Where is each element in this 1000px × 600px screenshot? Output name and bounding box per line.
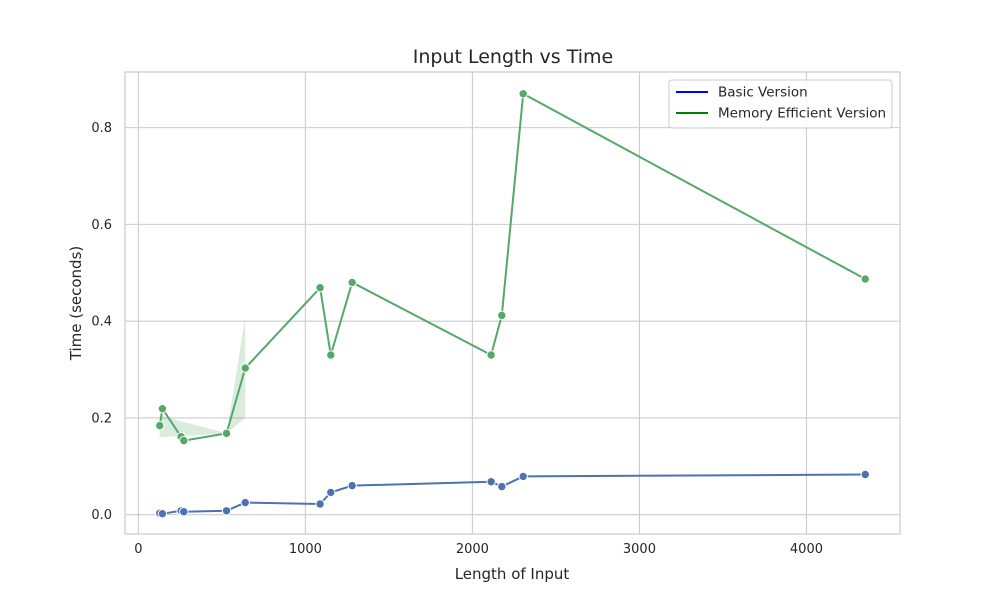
data-point <box>157 404 168 414</box>
data-point <box>860 469 870 480</box>
x-axis-label: Length of Input <box>455 565 570 583</box>
data-point <box>860 274 870 284</box>
data-point <box>240 363 250 373</box>
data-point <box>486 477 496 487</box>
data-point <box>347 277 357 288</box>
data-point <box>157 508 168 519</box>
data-point <box>518 89 528 99</box>
chart-title: Input Length vs Time <box>413 46 614 68</box>
x-tick-label: 3000 <box>623 542 656 557</box>
x-tick-labels: 0 1000 2000 3000 4000 <box>134 542 823 557</box>
y-axis-label: Time (seconds) <box>67 246 85 362</box>
data-point <box>179 435 189 446</box>
series-basic-version <box>155 469 870 519</box>
data-point <box>179 507 189 517</box>
data-point <box>347 480 357 491</box>
legend-label-basic-version: Basic Version <box>718 85 808 101</box>
data-point <box>240 497 250 508</box>
x-tick-label: 0 <box>134 542 142 557</box>
legend-label-memory-efficient-version: Memory Efficient Version <box>718 106 886 122</box>
data-point <box>315 283 325 293</box>
data-point <box>155 420 165 431</box>
y-tick-label: 0.0 <box>91 508 112 523</box>
plot-area <box>125 72 900 534</box>
y-tick-label: 0.4 <box>91 315 112 330</box>
data-point <box>221 428 232 439</box>
y-tick-label: 0.6 <box>91 218 112 233</box>
series-layer <box>155 89 870 519</box>
data-point <box>221 506 232 516</box>
data-point <box>518 471 528 482</box>
y-tick-labels: 0.0 0.2 0.4 0.6 0.8 <box>91 121 112 523</box>
data-point <box>497 310 507 321</box>
plot-border <box>124 71 901 535</box>
x-tick-label: 2000 <box>456 542 489 557</box>
data-point <box>326 350 336 360</box>
x-tick-label: 1000 <box>289 542 322 557</box>
x-tick-label: 4000 <box>790 542 823 557</box>
data-point <box>315 499 325 509</box>
data-point <box>326 487 336 498</box>
legend: Basic Version Memory Efficient Version <box>668 79 893 129</box>
confidence-band-layer <box>159 317 246 438</box>
series-memory-efficient-version <box>155 89 870 446</box>
legend-box <box>668 79 893 129</box>
data-point <box>497 481 507 492</box>
y-tick-label: 0.2 <box>91 411 112 426</box>
confidence-band <box>159 317 246 438</box>
y-tick-label: 0.8 <box>91 121 112 136</box>
data-point <box>486 350 496 360</box>
